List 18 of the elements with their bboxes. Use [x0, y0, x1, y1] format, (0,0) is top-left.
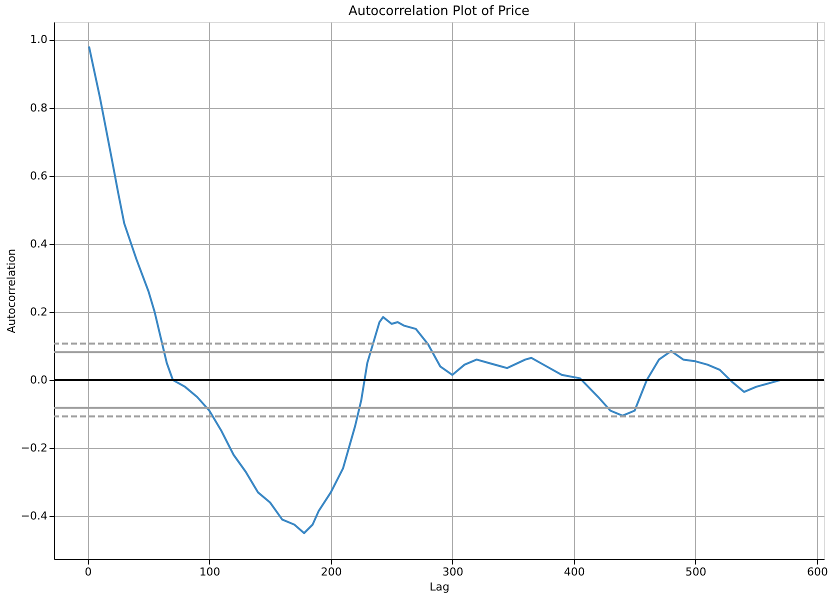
x-tick-label: 0: [84, 566, 92, 578]
x-tick-label: 200: [320, 566, 342, 578]
y-tick-label: 0.2: [30, 305, 48, 318]
y-tick-label: 0.4: [30, 237, 48, 250]
chart-title: Autocorrelation Plot of Price: [348, 4, 530, 19]
x-tick-label: 300: [442, 566, 464, 578]
x-tick-label: 400: [564, 566, 585, 578]
y-tick-label: −0.4: [20, 510, 48, 523]
x-tick-label: 100: [199, 566, 220, 578]
y-tick-label: 1.0: [30, 33, 48, 46]
y-tick-label: 0.6: [30, 169, 48, 182]
x-axis-title: Lag: [430, 580, 450, 594]
x-tick-label: 600: [806, 566, 828, 578]
y-tick-label: 0.0: [30, 374, 48, 386]
y-tick-label: 0.8: [30, 101, 48, 114]
x-tick-label: 500: [685, 566, 706, 578]
y-axis-title: Autocorrelation: [4, 248, 18, 334]
y-tick-label: −0.2: [20, 442, 48, 455]
